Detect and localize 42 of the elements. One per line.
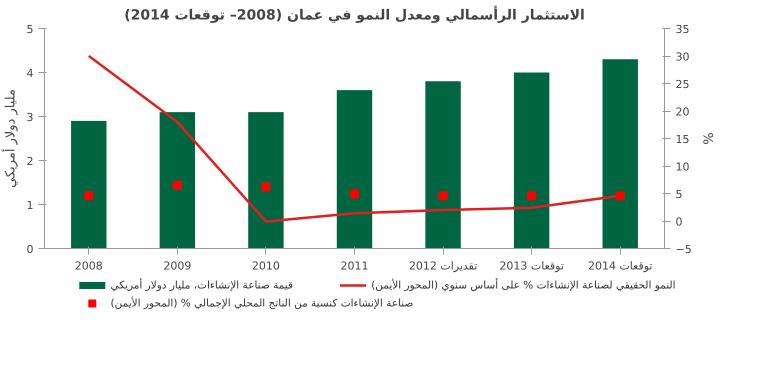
y2-tick-label: 0 xyxy=(676,216,682,228)
bar xyxy=(160,112,196,248)
y2-tick-label: 30 xyxy=(676,50,690,64)
point xyxy=(527,191,536,200)
bar xyxy=(514,72,550,248)
y2-tick-label: 25 xyxy=(676,78,690,91)
legend-label: صناعة الإنشاءات كنسبة من الناتج المحلي الإجمالي % (المحور الأيمن) xyxy=(110,296,414,310)
x-tick-label: 2011 xyxy=(340,260,369,272)
point xyxy=(350,190,359,199)
y2-tick-label: 5 xyxy=(676,188,682,201)
bar xyxy=(336,90,372,248)
x-tick-label: 2012 تقديرات xyxy=(408,260,478,272)
bar xyxy=(248,112,284,248)
y-tick-label: 4 xyxy=(26,67,34,80)
legend-label: النمو الحقيقي لصناعة الإنشاءات % على أساس سنوي (المحور الأيمن) xyxy=(371,278,676,292)
x-tick-label: 2008 xyxy=(74,260,103,272)
y2-tick-label: 10 xyxy=(676,160,690,174)
point xyxy=(616,191,625,200)
x-tick-label: 2009 xyxy=(163,260,192,272)
point xyxy=(172,180,182,190)
point xyxy=(84,191,94,200)
legend-label: قيمة صناعة الإنشاءات، مليار دولار أمريكي xyxy=(110,278,293,292)
point xyxy=(438,191,448,200)
y2-tick-label: 35 xyxy=(676,23,690,36)
chart-title: الاستثمار الرأسمالي ومعدل النمو في عمان (2008– توقعات 2014) xyxy=(124,6,585,24)
y-tick-label: 3 xyxy=(26,111,34,124)
y-tick-label: 5 xyxy=(26,23,34,36)
bar xyxy=(71,120,106,248)
y2-tick-label: −5 xyxy=(676,243,692,256)
y2-axis-title: % xyxy=(700,132,715,145)
y2-tick-label: 20 xyxy=(676,106,690,118)
x-tick-label: 2010 xyxy=(252,260,280,272)
y2-tick-label: 15 xyxy=(676,133,690,146)
y-tick-label: 0 xyxy=(26,243,34,256)
x-tick-label: 2014 توقعات xyxy=(588,260,652,272)
y-tick-label: 1 xyxy=(26,199,34,212)
bar xyxy=(602,59,638,248)
bar xyxy=(425,81,461,248)
point xyxy=(261,182,270,192)
y-tick-label: 2 xyxy=(26,155,34,168)
y-axis-title: مليار دولار أمريكي xyxy=(2,89,18,188)
x-tick-label: 2013 توقعات xyxy=(499,260,564,272)
